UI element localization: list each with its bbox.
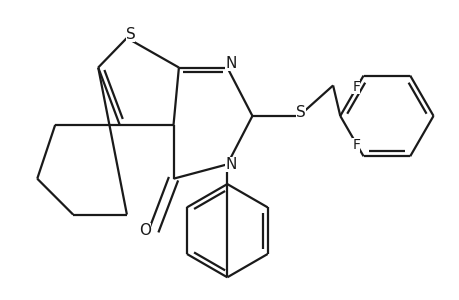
Text: S: S: [295, 105, 305, 120]
Text: N: N: [225, 157, 236, 172]
Text: O: O: [139, 223, 151, 238]
Text: F: F: [352, 138, 359, 152]
Text: F: F: [352, 80, 359, 94]
Text: N: N: [225, 56, 236, 71]
Text: S: S: [125, 27, 135, 42]
